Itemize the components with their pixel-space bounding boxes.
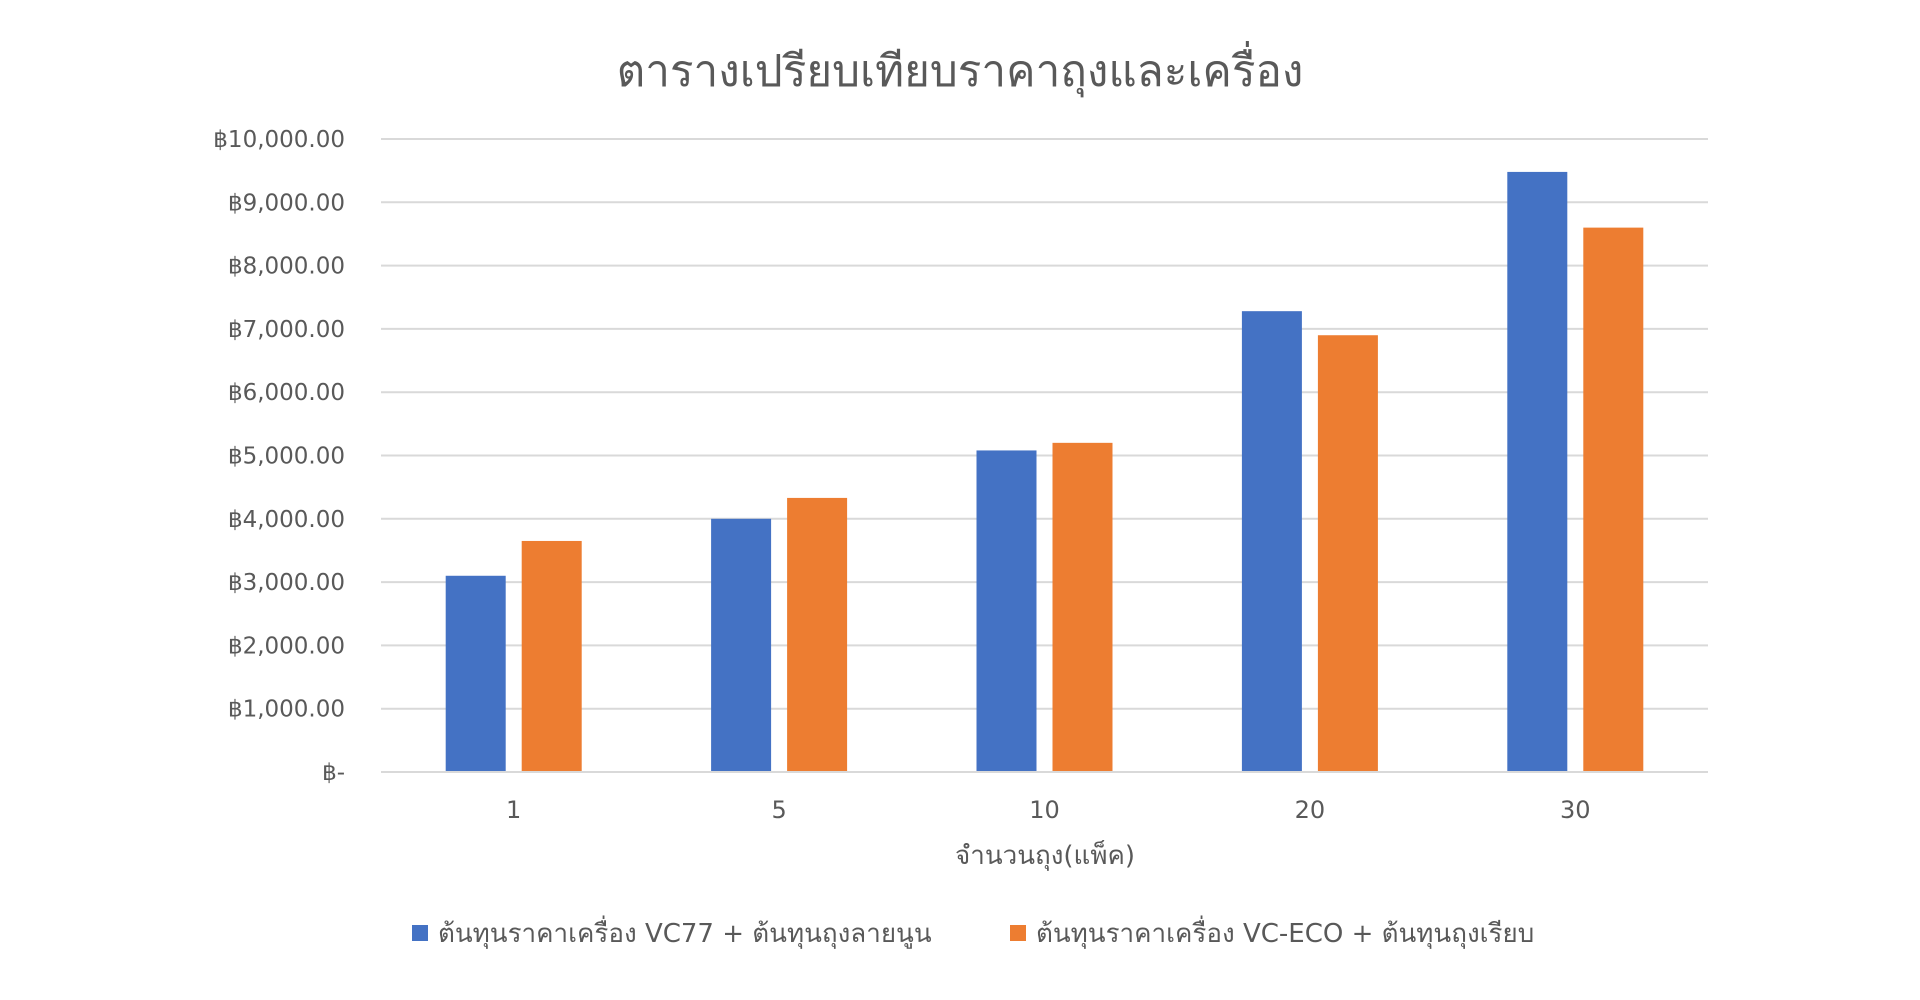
legend-entry: ต้นทุนราคาเครื่อง VC77 + ต้นทุนถุงลายนูน bbox=[438, 915, 932, 949]
x-axis-label: จำนวนถุง(แพ็ค) bbox=[955, 839, 1135, 871]
x-tick-label: 5 bbox=[771, 796, 786, 824]
y-tick-label: ฿- bbox=[322, 760, 345, 786]
bar-series-1-5 bbox=[711, 518, 772, 772]
bars bbox=[445, 171, 1644, 772]
x-axis-ticks: 1 5 10 20 30 bbox=[506, 796, 1591, 824]
legend-swatch bbox=[412, 925, 428, 941]
y-tick-label: ฿7,000.00 bbox=[228, 317, 345, 343]
y-tick-label: ฿2,000.00 bbox=[228, 633, 345, 659]
legend-entry: ต้นทุนราคาเครื่อง VC-ECO + ต้นทุนถุงเรีย… bbox=[1036, 915, 1534, 949]
bar-series-1-20 bbox=[1241, 311, 1302, 772]
legend: ต้นทุนราคาเครื่อง VC77 + ต้นทุนถุงลายนูน… bbox=[412, 915, 1534, 949]
y-tick-label: ฿9,000.00 bbox=[228, 190, 345, 216]
x-tick-label: 10 bbox=[1029, 796, 1060, 824]
bar-series-2-20 bbox=[1317, 335, 1378, 772]
x-tick-label: 30 bbox=[1560, 796, 1591, 824]
y-axis-ticks: ฿- ฿1,000.00 ฿2,000.00 ฿3,000.00 ฿4,000.00 ฿5… bbox=[213, 127, 345, 786]
bar-series-2-5 bbox=[787, 497, 848, 772]
y-tick-label: ฿6,000.00 bbox=[228, 380, 345, 406]
legend-swatch bbox=[1010, 925, 1026, 941]
bar-series-2-30 bbox=[1583, 227, 1644, 772]
bar-series-1-1 bbox=[445, 575, 506, 772]
y-tick-label: ฿1,000.00 bbox=[228, 697, 345, 723]
bar-series-1-10 bbox=[976, 450, 1037, 772]
chart-title: ตารางเปรียบเทียบราคาถุงและเครื่อง bbox=[617, 40, 1304, 98]
y-tick-label: ฿4,000.00 bbox=[228, 507, 345, 533]
bar-series-2-1 bbox=[521, 540, 582, 772]
y-tick-label: ฿10,000.00 bbox=[213, 127, 345, 153]
gridlines bbox=[381, 138, 1708, 710]
y-tick-label: ฿3,000.00 bbox=[228, 570, 345, 596]
y-tick-label: ฿5,000.00 bbox=[228, 444, 345, 470]
bar-series-1-30 bbox=[1507, 171, 1568, 772]
x-tick-label: 20 bbox=[1295, 796, 1326, 824]
x-tick-label: 1 bbox=[506, 796, 521, 824]
y-tick-label: ฿8,000.00 bbox=[228, 254, 345, 280]
bar-series-2-10 bbox=[1052, 442, 1113, 772]
